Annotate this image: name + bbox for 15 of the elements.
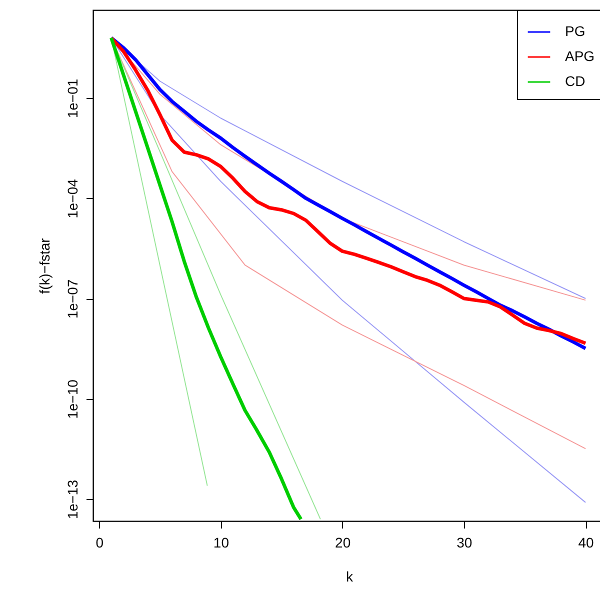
y-tick-label: 1e−07 xyxy=(64,279,80,319)
y-tick-label: 1e−10 xyxy=(64,379,80,419)
legend-label: PG xyxy=(565,23,586,39)
legend-label: CD xyxy=(565,73,586,89)
y-tick-label: 1e−01 xyxy=(64,78,80,118)
x-tick-label: 40 xyxy=(578,534,594,550)
y-tick-label: 1e−13 xyxy=(64,480,80,520)
x-tick-label: 30 xyxy=(456,534,472,550)
y-tick-label: 1e−04 xyxy=(64,178,80,218)
x-tick-label: 10 xyxy=(213,534,230,550)
x-tick-label: 20 xyxy=(335,534,351,550)
x-axis-title: k xyxy=(346,568,354,584)
y-axis-title: f(k)−fstar xyxy=(36,238,52,294)
x-tick-label: 0 xyxy=(96,534,104,550)
legend-label: APG xyxy=(565,48,595,64)
